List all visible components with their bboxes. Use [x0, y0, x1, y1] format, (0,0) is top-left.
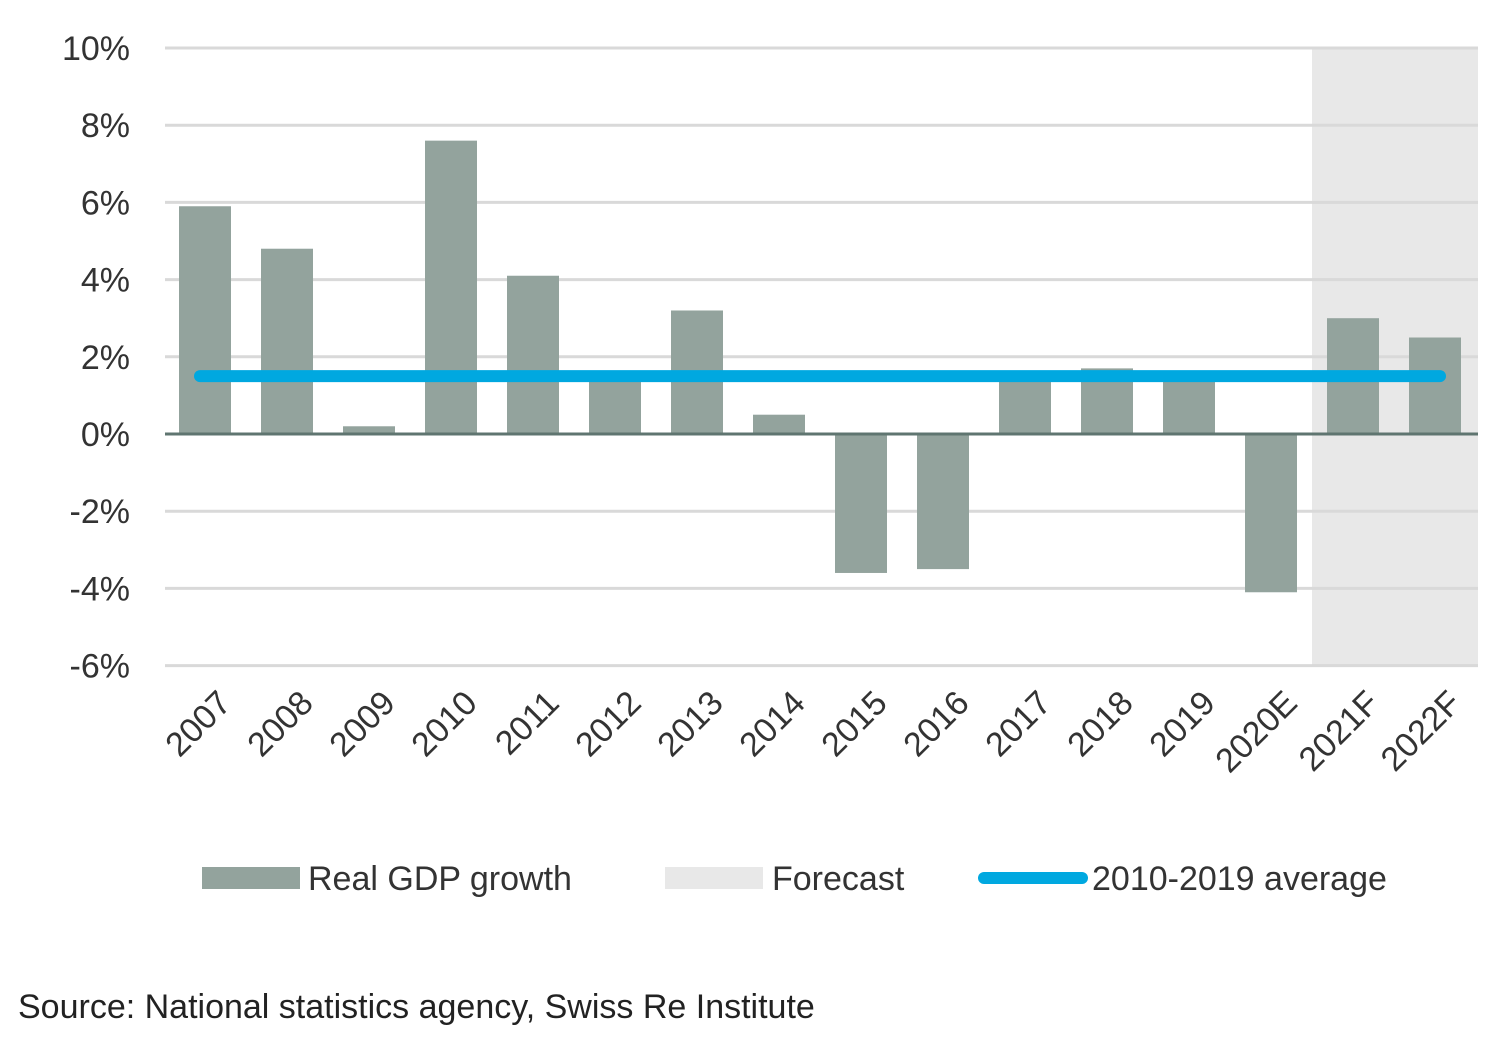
legend-label-average: 2010-2019 average [1092, 860, 1387, 898]
bar-2015 [835, 434, 887, 573]
x-tick-label: 2014 [732, 684, 812, 764]
y-tick-label: 8% [81, 107, 130, 145]
bar-2014 [753, 414, 805, 434]
x-tick-label: 2020E [1208, 684, 1304, 780]
y-tick-label: 10% [62, 30, 130, 68]
bar-2016 [917, 434, 969, 570]
x-tick-label: 2015 [814, 684, 894, 764]
bar-2022F [1409, 337, 1461, 434]
x-tick-label: 2018 [1060, 684, 1140, 764]
legend-swatch-gdp [202, 867, 300, 889]
bar-2020E [1245, 434, 1297, 593]
x-tick-label: 2012 [568, 684, 648, 764]
bar-2011 [507, 275, 559, 434]
x-tick-label: 2008 [240, 684, 320, 764]
legend-label-forecast: Forecast [772, 860, 905, 898]
x-tick-label: 2017 [978, 684, 1058, 764]
x-tick-label: 2016 [896, 684, 976, 764]
y-tick-label: 4% [81, 262, 130, 300]
x-tick-label: 2011 [488, 684, 567, 763]
y-tick-label: 6% [81, 184, 130, 222]
legend-swatch-forecast [665, 867, 763, 889]
bar-2010 [425, 140, 477, 434]
y-tick-label: -2% [70, 493, 130, 531]
y-tick-label: -6% [70, 648, 130, 686]
x-tick-label: 2007 [158, 684, 238, 764]
x-tick-label: 2013 [650, 684, 730, 764]
bar-2008 [261, 248, 313, 434]
x-tick-label: 2009 [322, 684, 402, 764]
y-tick-label: 2% [81, 339, 130, 377]
bar-2012 [589, 376, 641, 434]
bar-2017 [999, 376, 1051, 434]
y-tick-label: 0% [81, 416, 130, 454]
x-tick-label: 2022F [1374, 684, 1469, 779]
x-tick-label: 2010 [404, 684, 484, 764]
legend-label-gdp: Real GDP growth [308, 860, 572, 898]
x-tick-label: 2021F [1292, 684, 1387, 779]
y-tick-label: -4% [70, 570, 130, 608]
bar-2019 [1163, 379, 1215, 434]
bar-2007 [179, 206, 231, 434]
bar-2009 [343, 426, 395, 434]
source-note: Source: National statistics agency, Swis… [18, 988, 815, 1026]
